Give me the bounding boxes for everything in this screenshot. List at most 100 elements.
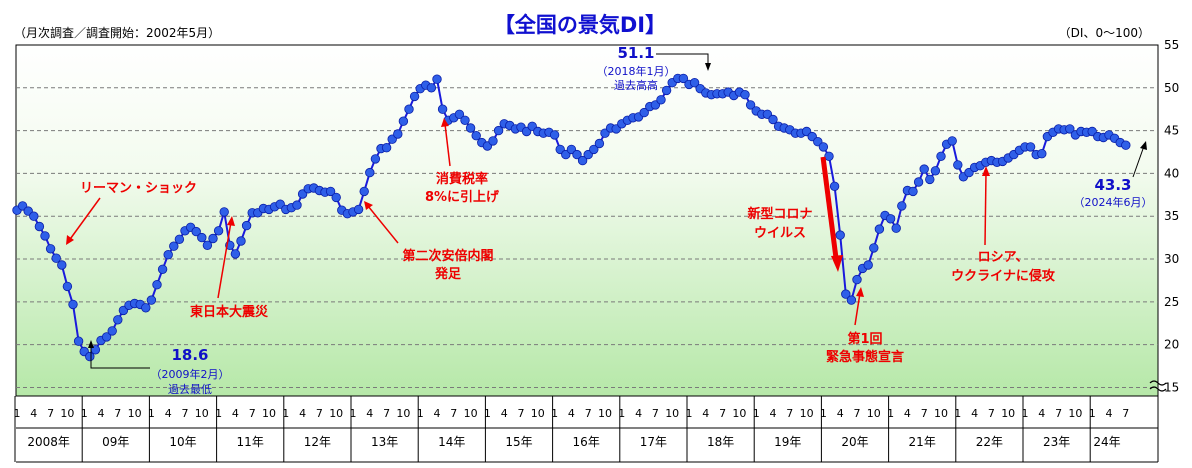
data-point bbox=[835, 230, 845, 240]
data-point bbox=[432, 74, 442, 84]
data-point bbox=[29, 211, 39, 221]
month-label-11-7: 7 bbox=[786, 407, 793, 420]
month-label-14-10: 10 bbox=[1001, 407, 1015, 420]
data-point bbox=[157, 264, 168, 275]
earthquake-arrow bbox=[217, 221, 232, 299]
annotation-latest: 43.3 （2024年6月） bbox=[1074, 141, 1153, 209]
month-label-7-10: 10 bbox=[531, 407, 545, 420]
annotation-max: 51.1 （2018年1月） 過去高高 bbox=[597, 44, 711, 92]
data-point bbox=[404, 104, 414, 114]
data-point bbox=[141, 303, 151, 313]
month-label-4-7: 7 bbox=[316, 407, 323, 420]
data-point bbox=[745, 100, 756, 110]
month-label-1-4: 4 bbox=[98, 407, 105, 420]
month-label-7-4: 4 bbox=[501, 407, 508, 420]
data-point bbox=[1121, 140, 1131, 150]
lehman-arrow bbox=[67, 197, 101, 243]
month-label-15-10: 10 bbox=[1068, 407, 1082, 420]
annotation-tax: 消費税率 8%に引上げ bbox=[425, 118, 500, 205]
data-point bbox=[230, 249, 241, 259]
data-point bbox=[325, 186, 336, 197]
covid-label-2: ウイルス bbox=[754, 226, 806, 241]
max-value: 51.1 bbox=[617, 44, 654, 62]
year-label-8: 16年 bbox=[573, 435, 600, 449]
abe-label-1: 第二次安倍内閣 bbox=[402, 248, 493, 264]
tax-arrow bbox=[444, 123, 451, 167]
month-label-0-1: 1 bbox=[14, 407, 21, 420]
left-note: （月次調査／調査開始：2002年5月） bbox=[14, 26, 220, 40]
month-label-14-7: 7 bbox=[988, 407, 995, 420]
y-tick-30: 30 bbox=[1164, 252, 1179, 266]
year-label-7: 15年 bbox=[505, 435, 532, 449]
month-label-10-4: 4 bbox=[702, 407, 709, 420]
month-label-1-1: 1 bbox=[81, 407, 88, 420]
data-point bbox=[818, 142, 829, 152]
month-label-3-4: 4 bbox=[232, 407, 239, 420]
month-label-15-7: 7 bbox=[1055, 407, 1062, 420]
month-label-0-4: 4 bbox=[30, 407, 37, 420]
data-point bbox=[365, 167, 375, 178]
data-point bbox=[908, 186, 918, 197]
month-label-2-7: 7 bbox=[182, 407, 189, 420]
month-label-1-10: 10 bbox=[128, 407, 142, 420]
month-label-5-10: 10 bbox=[396, 407, 410, 420]
data-point bbox=[885, 214, 896, 224]
month-label-3-10: 10 bbox=[262, 407, 276, 420]
y-tick-20: 20 bbox=[1164, 338, 1179, 352]
data-point bbox=[381, 142, 392, 153]
data-point bbox=[1037, 148, 1047, 159]
data-point bbox=[85, 351, 95, 362]
data-point bbox=[549, 130, 560, 140]
data-point bbox=[874, 224, 885, 234]
emergency-label-1: 第1回 bbox=[847, 331, 882, 347]
month-label-9-1: 1 bbox=[618, 407, 625, 420]
data-point bbox=[465, 123, 476, 133]
data-point bbox=[113, 315, 123, 325]
data-point bbox=[824, 151, 834, 162]
year-label-16: 24年 bbox=[1093, 435, 1120, 449]
series-di bbox=[12, 73, 1131, 362]
data-point bbox=[292, 200, 302, 210]
data-point bbox=[460, 115, 470, 126]
covid-arrow bbox=[820, 156, 839, 259]
data-point bbox=[852, 274, 862, 285]
data-point bbox=[1065, 124, 1075, 134]
chart-title: 【全国の景気DI】 bbox=[494, 13, 666, 37]
data-point bbox=[913, 177, 924, 187]
data-point bbox=[1025, 142, 1036, 152]
data-point bbox=[197, 232, 207, 243]
month-label-15-4: 4 bbox=[1038, 407, 1045, 420]
data-point bbox=[169, 241, 179, 251]
month-label-11-1: 1 bbox=[753, 407, 760, 420]
data-point bbox=[359, 186, 369, 197]
tax-arrowhead bbox=[441, 118, 449, 127]
data-point bbox=[947, 136, 957, 146]
data-point bbox=[331, 192, 341, 203]
data-point bbox=[219, 207, 229, 217]
russia-arrow bbox=[984, 172, 987, 246]
year-label-2: 10年 bbox=[169, 435, 196, 449]
russia-arrowhead bbox=[982, 166, 990, 176]
data-point bbox=[863, 260, 873, 270]
month-label-7-1: 1 bbox=[484, 407, 491, 420]
data-point bbox=[409, 91, 420, 102]
month-label-4-1: 1 bbox=[282, 407, 289, 420]
month-label-2-4: 4 bbox=[165, 407, 172, 420]
russia-label-2: ウクライナに侵攻 bbox=[951, 268, 1056, 284]
month-label-12-7: 7 bbox=[854, 407, 861, 420]
data-point bbox=[101, 332, 112, 342]
earthquake-label: 東日本大震災 bbox=[190, 304, 269, 320]
data-point bbox=[241, 220, 252, 231]
y-tick-50: 50 bbox=[1164, 81, 1179, 95]
tax-label-1: 消費税率 bbox=[436, 171, 488, 187]
max-date: （2018年1月） bbox=[597, 64, 676, 78]
month-label-1-7: 7 bbox=[114, 407, 121, 420]
month-label-9-10: 10 bbox=[665, 407, 679, 420]
annotation-emergency: 第1回 緊急事態宣言 bbox=[826, 287, 904, 365]
latest-value: 43.3 bbox=[1094, 176, 1131, 194]
data-point bbox=[930, 166, 941, 176]
month-label-13-7: 7 bbox=[921, 407, 928, 420]
data-point bbox=[869, 243, 879, 253]
lehman-arrowhead bbox=[66, 235, 74, 245]
